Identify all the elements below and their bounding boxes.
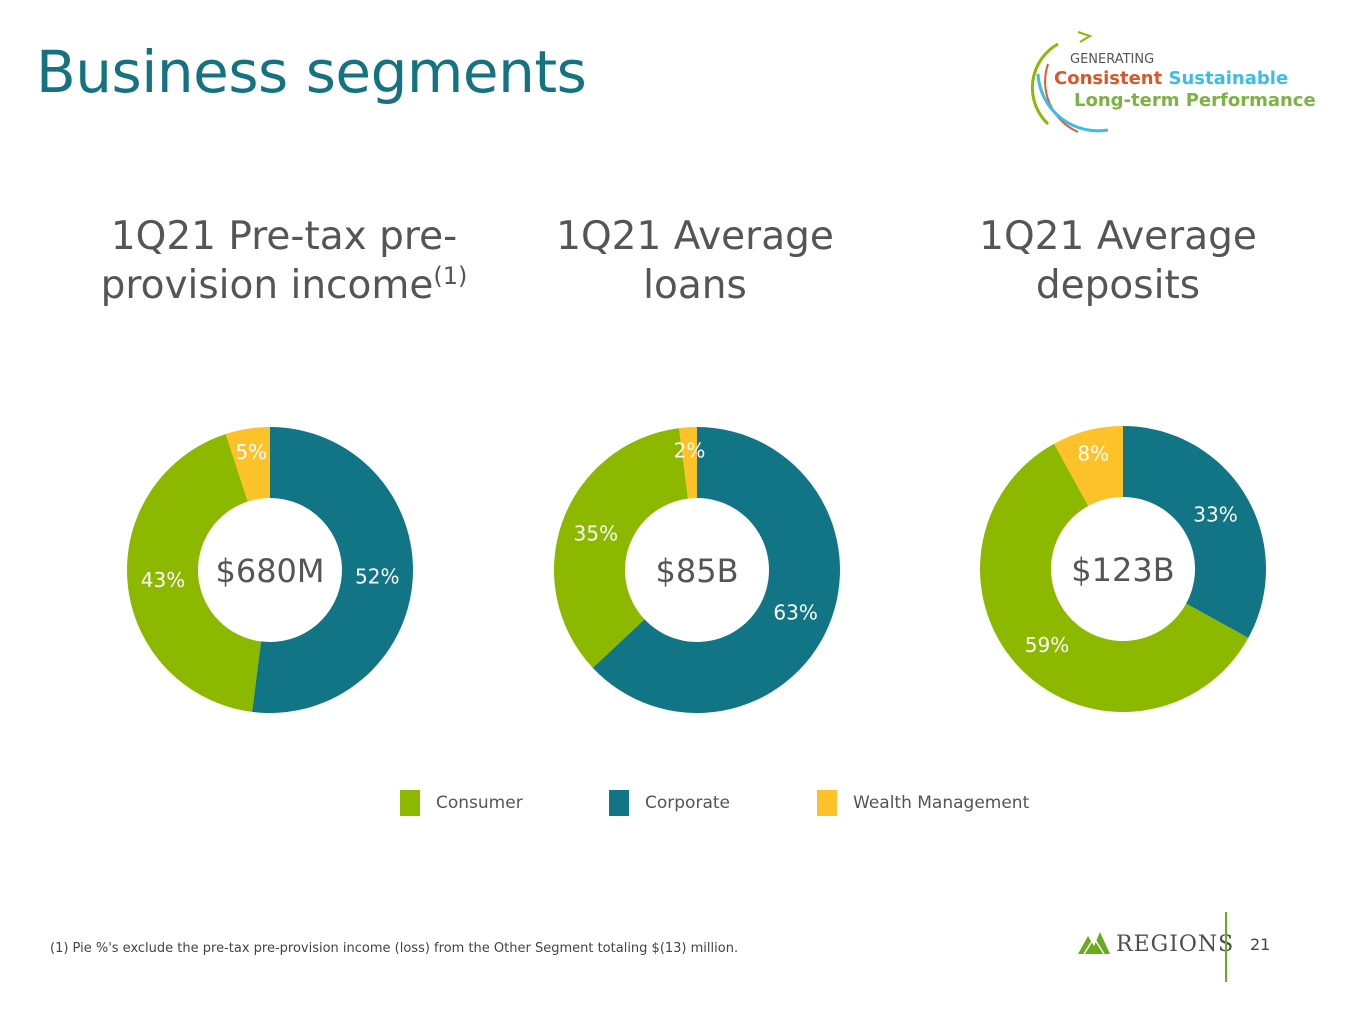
chart-title-income-line1: 1Q21 Pre-tax pre-	[110, 214, 458, 259]
badge-line1: GENERATING	[1070, 52, 1155, 67]
badge-arcs-icon	[1030, 31, 1109, 133]
page-number: 21	[1250, 935, 1271, 954]
slice-income-wealth-management	[225, 427, 270, 502]
donut-chart-deposits: 33% 59% 8% $123B	[980, 426, 1266, 712]
slice-deposits-corporate	[1123, 426, 1266, 638]
legend-swatch-wealth	[817, 790, 837, 816]
chart-title-loans: 1Q21 Average loans	[505, 212, 885, 310]
donut-chart-income: 52% 43% 5% $680M	[126, 427, 413, 713]
footer-divider	[1225, 912, 1227, 982]
legend-label-corporate: Corporate	[645, 793, 730, 813]
slice-label-income-corporate: 52%	[355, 565, 399, 589]
chart-title-income: 1Q21 Pre-tax pre- provision income(1)	[94, 212, 474, 310]
slice-label-loans-corporate: 63%	[773, 601, 817, 625]
badge-line3: Long-term Performance	[1074, 90, 1316, 111]
regions-logo-text: REGIONS	[1116, 932, 1235, 957]
center-label-loans: $85B	[655, 552, 738, 590]
legend-label-wealth: Wealth Management	[853, 793, 1030, 813]
slice-label-deposits-wealth-management: 8%	[1077, 441, 1109, 465]
slice-loans-corporate	[592, 427, 840, 713]
chart-title-loans-line2: loans	[643, 263, 747, 308]
badge-line2: Consistent Sustainable	[1054, 68, 1288, 89]
chart-title-income-line2: provision income	[100, 263, 434, 308]
page-title: Business segments	[36, 38, 587, 106]
slice-income-corporate	[252, 427, 413, 713]
chart-title-income-footnote-ref: (1)	[433, 262, 468, 290]
slice-label-income-wealth-management: 5%	[235, 440, 267, 464]
slice-income-consumer	[126, 433, 261, 712]
slice-label-income-consumer: 43%	[141, 568, 185, 592]
chart-title-loans-line1: 1Q21 Average	[556, 214, 834, 259]
chart-title-deposits-line1: 1Q21 Average	[979, 214, 1257, 259]
slice-deposits-consumer	[980, 443, 1249, 712]
slice-loans-wealth-management	[679, 427, 697, 499]
center-label-income: $680M	[215, 552, 324, 590]
regions-leaf-icon	[1078, 932, 1110, 955]
center-label-deposits: $123B	[1071, 551, 1174, 589]
legend-swatch-consumer	[400, 790, 420, 816]
legend-swatch-corporate	[609, 790, 629, 816]
legend-item-consumer: Consumer	[400, 789, 523, 817]
slice-label-loans-consumer: 35%	[574, 522, 618, 546]
footnote: (1) Pie %'s exclude the pre-tax pre-prov…	[50, 941, 739, 956]
slice-loans-consumer	[554, 428, 688, 668]
slice-label-deposits-corporate: 33%	[1193, 502, 1237, 526]
legend-label-consumer: Consumer	[436, 793, 523, 813]
slice-deposits-wealth-management	[1054, 426, 1123, 506]
slice-label-deposits-consumer: 59%	[1025, 633, 1069, 657]
chart-title-deposits: 1Q21 Average deposits	[928, 212, 1308, 310]
generating-badge: GENERATING Consistent Sustainable Long-t…	[1018, 24, 1318, 136]
slice-label-loans-wealth-management: 2%	[674, 439, 706, 463]
chart-title-deposits-line2: deposits	[1035, 263, 1201, 308]
legend-item-wealth: Wealth Management	[817, 789, 1029, 817]
donut-chart-loans: 63% 35% 2% $85B	[554, 427, 840, 713]
regions-logo: REGIONS	[1076, 928, 1233, 958]
badge-word-consistent: Consistent	[1054, 68, 1163, 89]
legend-item-corporate: Corporate	[609, 789, 730, 817]
badge-word-sustainable: Sustainable	[1168, 68, 1289, 89]
chart-legend: Consumer Corporate Wealth Management	[0, 789, 1365, 819]
